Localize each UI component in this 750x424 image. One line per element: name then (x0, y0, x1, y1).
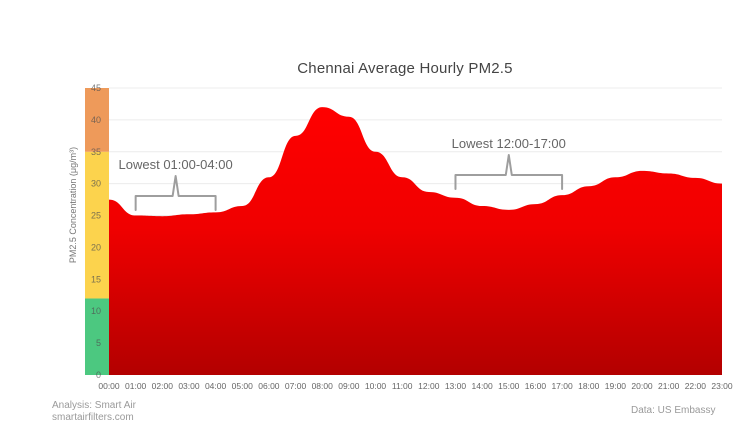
y-tick-label: 10 (91, 306, 101, 316)
x-tick-label: 10:00 (365, 381, 387, 391)
x-tick-label: 04:00 (205, 381, 227, 391)
analysis-credit: Analysis: Smart Air smartairfilters.com (52, 400, 136, 424)
x-tick-label: 01:00 (125, 381, 147, 391)
analysis-credit-line: Analysis: Smart Air (52, 400, 136, 412)
x-tick-label: 15:00 (498, 381, 520, 391)
x-tick-label: 09:00 (338, 381, 360, 391)
x-tick-label: 12:00 (418, 381, 440, 391)
y-tick-label: 40 (91, 115, 101, 125)
y-tick-label: 25 (91, 211, 101, 221)
x-tick-label: 17:00 (551, 381, 573, 391)
data-source-credit: Data: US Embassy (631, 405, 715, 417)
y-tick-label: 20 (91, 242, 101, 252)
y-tick-label: 45 (91, 83, 101, 93)
x-tick-label: 16:00 (525, 381, 547, 391)
aqi-color-bands (85, 88, 109, 375)
x-tick-label: 03:00 (178, 381, 200, 391)
x-tick-label: 19:00 (605, 381, 627, 391)
x-tick-label: 23:00 (711, 381, 733, 391)
x-tick-label: 06:00 (258, 381, 280, 391)
x-axis-ticks: 00:00 01:00 02:00 03:00 04:00 05:00 06:00 07:00… (98, 381, 733, 391)
x-tick-label: 11:00 (392, 381, 413, 391)
x-tick-label: 20:00 (631, 381, 653, 391)
x-tick-label: 14:00 (471, 381, 493, 391)
x-tick-label: 05:00 (232, 381, 254, 391)
y-axis-label: PM2.5 Concentration (μg/m³) (68, 147, 78, 263)
annotation-label-lowest-afternoon: Lowest 12:00-17:00 (452, 136, 566, 151)
x-tick-label: 07:00 (285, 381, 307, 391)
x-tick-label: 02:00 (152, 381, 174, 391)
annotation-label-lowest-night: Lowest 01:00-04:00 (119, 157, 233, 172)
x-tick-label: 21:00 (658, 381, 680, 391)
x-tick-label: 08:00 (312, 381, 334, 391)
analysis-site-line: smartairfilters.com (52, 412, 136, 424)
annotation-bracket (136, 176, 216, 210)
y-tick-label: 5 (96, 338, 101, 348)
pm25-area (109, 107, 722, 375)
x-tick-label: 00:00 (98, 381, 120, 391)
x-tick-label: 13:00 (445, 381, 467, 391)
x-tick-label: 18:00 (578, 381, 600, 391)
y-tick-label: 35 (91, 147, 101, 157)
area-series (109, 107, 722, 375)
chart-title: Chennai Average Hourly PM2.5 (0, 60, 750, 77)
y-tick-label: 15 (91, 274, 101, 284)
x-tick-label: 22:00 (685, 381, 707, 391)
y-tick-label: 0 (96, 370, 101, 380)
y-tick-label: 30 (91, 179, 101, 189)
